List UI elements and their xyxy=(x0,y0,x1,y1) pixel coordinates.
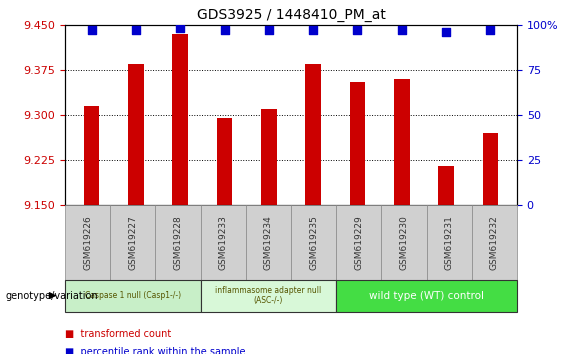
Text: inflammasome adapter null
(ASC-/-): inflammasome adapter null (ASC-/-) xyxy=(215,286,321,305)
Text: GSM619228: GSM619228 xyxy=(173,215,182,270)
Bar xyxy=(483,133,498,205)
Bar xyxy=(84,106,99,205)
Text: Caspase 1 null (Casp1-/-): Caspase 1 null (Casp1-/-) xyxy=(85,291,181,300)
Point xyxy=(353,27,362,33)
Bar xyxy=(172,34,188,205)
Bar xyxy=(261,109,277,205)
Bar xyxy=(438,166,454,205)
Point xyxy=(308,27,318,33)
Point xyxy=(220,27,229,33)
Point xyxy=(486,27,495,33)
Point xyxy=(397,27,406,33)
Point xyxy=(131,27,140,33)
Text: GSM619231: GSM619231 xyxy=(445,215,454,270)
Bar xyxy=(128,64,144,205)
Text: GSM619226: GSM619226 xyxy=(83,215,92,270)
Text: GSM619227: GSM619227 xyxy=(128,215,137,270)
Point xyxy=(87,27,96,33)
Bar xyxy=(305,64,321,205)
Text: genotype/variation: genotype/variation xyxy=(6,291,98,301)
Bar xyxy=(394,79,410,205)
Text: GSM619233: GSM619233 xyxy=(219,215,228,270)
Bar xyxy=(350,82,365,205)
Bar xyxy=(217,118,232,205)
Point xyxy=(442,29,451,35)
Text: ■  transformed count: ■ transformed count xyxy=(65,329,171,339)
Text: wild type (WT) control: wild type (WT) control xyxy=(369,291,484,301)
Text: ■  percentile rank within the sample: ■ percentile rank within the sample xyxy=(65,347,245,354)
Text: GSM619229: GSM619229 xyxy=(354,215,363,270)
Point xyxy=(264,27,273,33)
Text: GSM619234: GSM619234 xyxy=(264,215,273,270)
Text: GSM619232: GSM619232 xyxy=(490,215,499,270)
Text: GSM619235: GSM619235 xyxy=(309,215,318,270)
Text: GSM619230: GSM619230 xyxy=(399,215,408,270)
Point xyxy=(176,25,185,31)
Title: GDS3925 / 1448410_PM_at: GDS3925 / 1448410_PM_at xyxy=(197,8,385,22)
